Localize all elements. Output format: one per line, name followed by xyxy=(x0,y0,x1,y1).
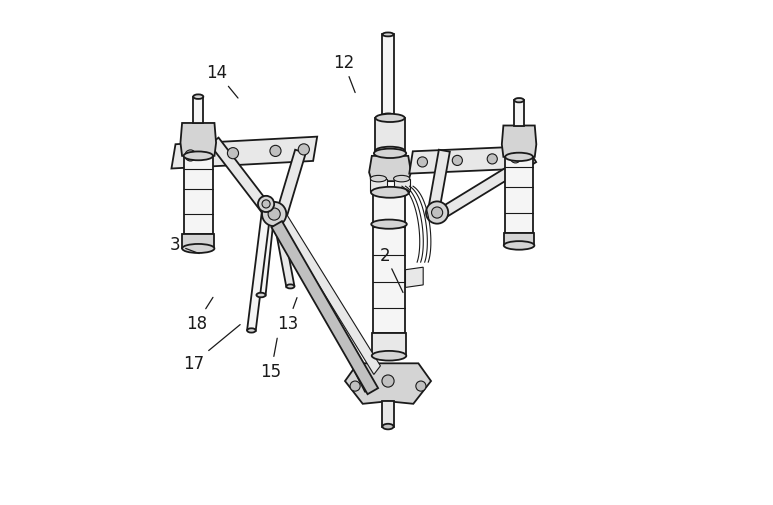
Polygon shape xyxy=(193,97,203,124)
Circle shape xyxy=(426,202,448,224)
Polygon shape xyxy=(376,119,405,152)
Polygon shape xyxy=(184,157,213,235)
Ellipse shape xyxy=(383,114,393,118)
Polygon shape xyxy=(504,233,534,246)
Text: 13: 13 xyxy=(278,298,298,332)
Polygon shape xyxy=(271,222,378,394)
Circle shape xyxy=(258,196,274,213)
Ellipse shape xyxy=(393,176,410,182)
Text: 2: 2 xyxy=(380,246,403,293)
Circle shape xyxy=(431,208,443,219)
Text: 3: 3 xyxy=(170,236,199,254)
Ellipse shape xyxy=(247,329,256,333)
Polygon shape xyxy=(277,150,306,216)
Polygon shape xyxy=(406,268,423,288)
Polygon shape xyxy=(372,333,407,356)
Ellipse shape xyxy=(370,176,386,182)
Ellipse shape xyxy=(376,147,405,156)
Polygon shape xyxy=(514,101,524,126)
Ellipse shape xyxy=(371,220,407,229)
Polygon shape xyxy=(257,209,274,296)
Ellipse shape xyxy=(514,99,524,103)
Circle shape xyxy=(270,146,281,157)
Polygon shape xyxy=(373,194,406,333)
Circle shape xyxy=(227,148,239,160)
Text: 12: 12 xyxy=(333,54,355,93)
Polygon shape xyxy=(209,138,273,216)
Text: 17: 17 xyxy=(182,325,240,373)
Ellipse shape xyxy=(372,351,407,361)
Ellipse shape xyxy=(182,244,214,254)
Ellipse shape xyxy=(193,95,203,100)
Circle shape xyxy=(262,203,286,227)
Text: 14: 14 xyxy=(206,64,238,99)
Polygon shape xyxy=(502,126,536,158)
Polygon shape xyxy=(383,401,393,427)
Polygon shape xyxy=(409,147,530,174)
Circle shape xyxy=(268,209,281,221)
Polygon shape xyxy=(281,212,368,392)
Polygon shape xyxy=(247,213,271,331)
Ellipse shape xyxy=(376,115,405,123)
Ellipse shape xyxy=(383,424,393,429)
Ellipse shape xyxy=(506,154,533,162)
Circle shape xyxy=(452,156,462,166)
Polygon shape xyxy=(182,235,214,249)
Polygon shape xyxy=(393,179,410,192)
Polygon shape xyxy=(172,137,317,169)
Circle shape xyxy=(487,155,497,165)
Polygon shape xyxy=(370,179,386,192)
Ellipse shape xyxy=(257,293,266,298)
Polygon shape xyxy=(441,154,536,218)
Circle shape xyxy=(382,375,394,387)
Circle shape xyxy=(262,200,270,209)
Circle shape xyxy=(417,158,427,168)
Circle shape xyxy=(510,154,520,164)
Text: 18: 18 xyxy=(186,298,213,332)
Ellipse shape xyxy=(371,187,409,198)
Polygon shape xyxy=(180,124,216,157)
Polygon shape xyxy=(427,150,450,215)
Circle shape xyxy=(298,144,309,156)
Ellipse shape xyxy=(374,149,406,159)
Polygon shape xyxy=(274,219,295,287)
Polygon shape xyxy=(277,207,380,375)
Ellipse shape xyxy=(504,242,534,250)
Ellipse shape xyxy=(184,152,213,161)
Polygon shape xyxy=(383,35,393,116)
Circle shape xyxy=(416,381,426,391)
Text: 15: 15 xyxy=(261,338,281,380)
Polygon shape xyxy=(345,364,431,404)
Ellipse shape xyxy=(286,285,295,289)
Ellipse shape xyxy=(383,33,393,37)
Polygon shape xyxy=(369,157,411,182)
Polygon shape xyxy=(506,158,533,233)
Circle shape xyxy=(185,150,196,162)
Circle shape xyxy=(350,381,360,391)
